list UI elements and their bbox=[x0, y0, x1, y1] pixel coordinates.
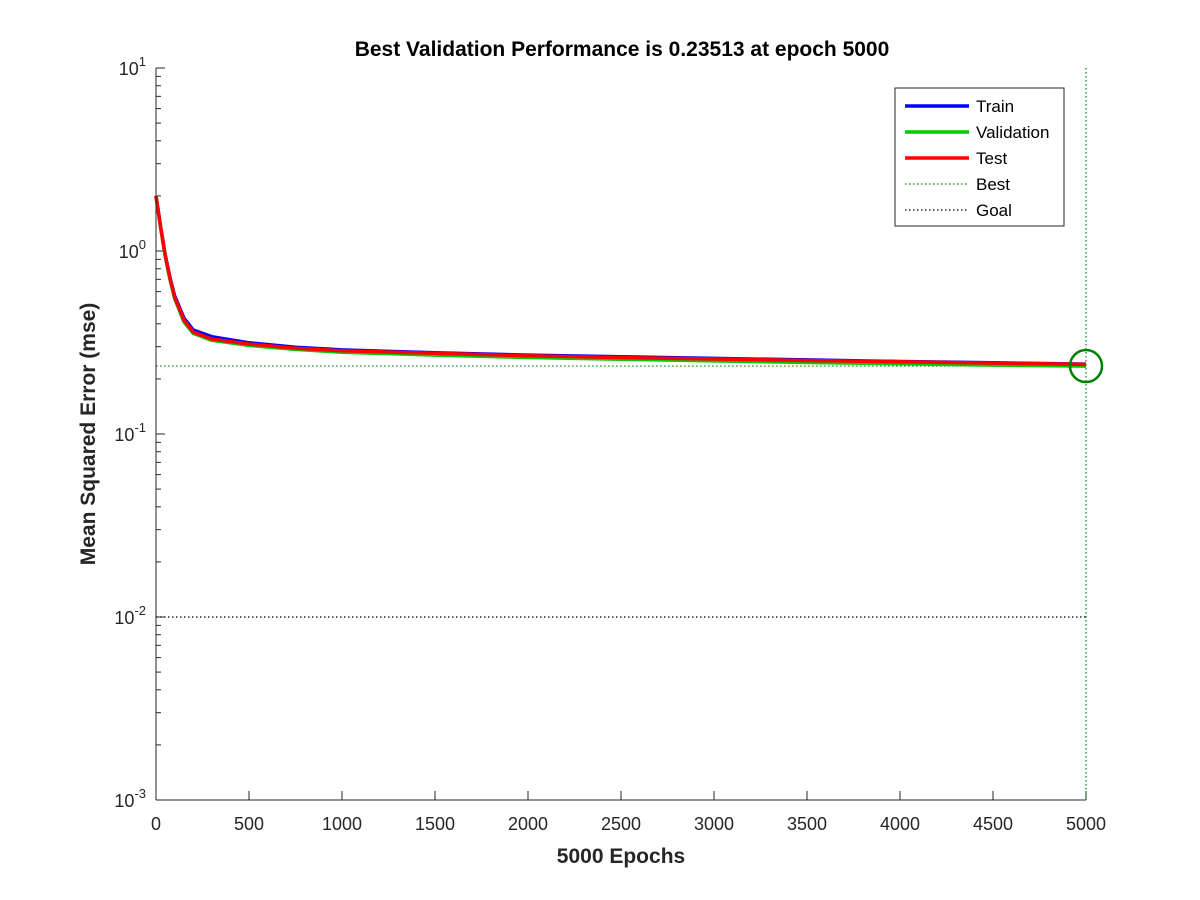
x-tick-label: 3000 bbox=[694, 814, 734, 834]
series-test-line bbox=[154, 195, 1087, 367]
legend-label-train: Train bbox=[976, 97, 1014, 116]
x-tick-label: 3500 bbox=[787, 814, 827, 834]
x-tick-label: 2500 bbox=[601, 814, 641, 834]
y-tick-label: 10-1 bbox=[114, 420, 146, 445]
y-tick-label: 10-2 bbox=[114, 603, 146, 628]
series-layer bbox=[154, 68, 1104, 801]
y-axis-label: Mean Squared Error (mse) bbox=[77, 303, 100, 566]
y-axis-ticks: 10-3 10-2 10-1 100 101 bbox=[114, 54, 165, 811]
x-tick-label: 4000 bbox=[880, 814, 920, 834]
legend-label-goal: Goal bbox=[976, 201, 1012, 220]
y-tick-label: 100 bbox=[119, 237, 146, 262]
x-tick-label: 5000 bbox=[1066, 814, 1106, 834]
legend: Train Validation Test Best Goal bbox=[894, 87, 1065, 227]
legend-label-best: Best bbox=[976, 175, 1010, 194]
x-tick-label: 2000 bbox=[508, 814, 548, 834]
x-axis-label: 5000 Epochs bbox=[557, 845, 685, 868]
legend-label-validation: Validation bbox=[976, 123, 1049, 142]
legend-label-test: Test bbox=[976, 149, 1007, 168]
x-tick-label: 1500 bbox=[415, 814, 455, 834]
chart-title: Best Validation Performance is 0.23513 a… bbox=[355, 38, 890, 61]
x-tick-label: 0 bbox=[151, 814, 161, 834]
best-marker bbox=[1068, 348, 1104, 384]
y-tick-label: 101 bbox=[119, 54, 146, 79]
x-axis-ticks: 0 500 1000 1500 2000 2500 3000 3500 4000 4500 5000 bbox=[151, 791, 1106, 834]
x-tick-label: 4500 bbox=[973, 814, 1013, 834]
x-tick-label: 1000 bbox=[322, 814, 362, 834]
x-tick-label: 500 bbox=[234, 814, 264, 834]
y-tick-label: 10-3 bbox=[114, 786, 146, 811]
